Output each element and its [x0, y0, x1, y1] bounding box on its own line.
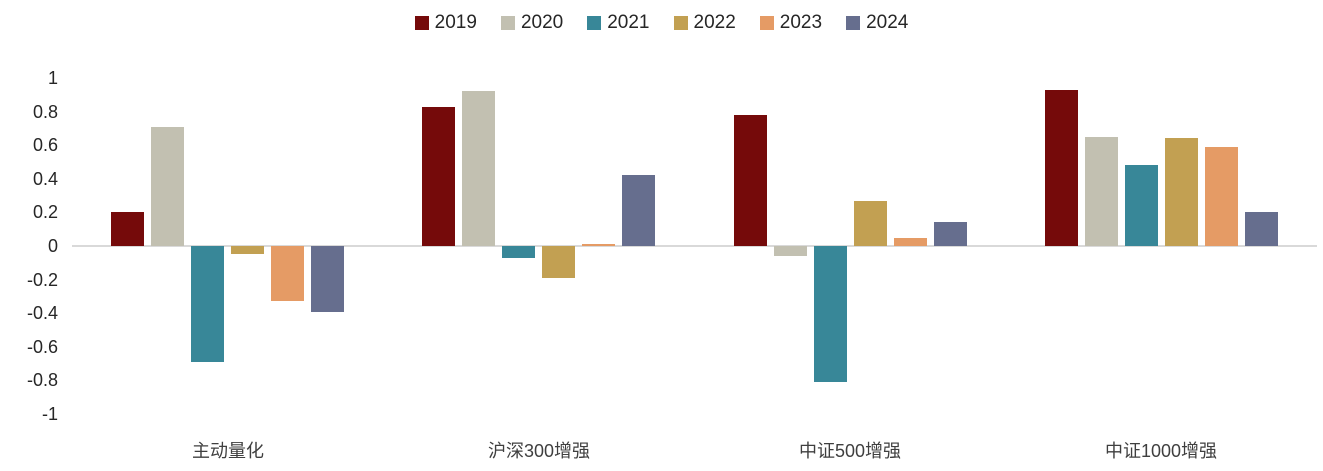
bar-2024-沪深300增强 — [622, 175, 655, 246]
x-category-label: 主动量化 — [192, 441, 264, 461]
bar-2023-沪深300增强 — [582, 244, 615, 246]
legend-label: 2021 — [607, 12, 650, 33]
legend-item-2023: 2023 — [759, 12, 823, 33]
bar-2024-主动量化 — [311, 246, 344, 312]
y-tick-label: 0.2 — [32, 202, 58, 223]
y-tick-label: 0.8 — [32, 101, 58, 122]
legend-item-2024: 2024 — [846, 13, 908, 33]
legend-swatch-icon — [759, 16, 774, 30]
bar-2021-中证1000增强 — [1125, 165, 1158, 246]
bar-2022-主动量化 — [231, 246, 264, 254]
bar-2023-中证500增强 — [894, 238, 927, 246]
bar-2019-主动量化 — [111, 212, 144, 246]
bar-2022-中证1000增强 — [1165, 138, 1198, 246]
x-category-label: 中证500增强 — [798, 441, 902, 461]
y-tick-label: 0 — [47, 236, 58, 256]
legend-item-2020: 2020 — [500, 12, 564, 33]
bar-2020-中证1000增强 — [1085, 137, 1118, 246]
legend-label: 2019 — [434, 12, 477, 33]
y-tick-label: -0.2 — [26, 269, 58, 290]
bar-2019-中证500增强 — [734, 115, 767, 246]
bar-2021-主动量化 — [191, 246, 224, 362]
y-tick-label: -0.4 — [26, 303, 58, 324]
bar-2019-中证1000增强 — [1045, 90, 1078, 246]
legend-label: 2024 — [866, 12, 909, 33]
bar-2020-沪深300增强 — [462, 91, 495, 246]
x-category-label: 沪深300增强 — [487, 441, 591, 461]
bar-2021-沪深300增强 — [502, 246, 535, 258]
bar-2019-沪深300增强 — [422, 107, 455, 246]
bar-2023-主动量化 — [271, 246, 304, 301]
bar-2024-中证500增强 — [934, 222, 967, 246]
legend-swatch-icon — [587, 16, 602, 30]
bar-2022-中证500增强 — [854, 201, 887, 246]
legend-item-2022: 2022 — [673, 12, 736, 33]
y-tick-label: -0.6 — [26, 336, 58, 357]
chart-legend: 2019 2020 2021 2022 2023 2024 — [0, 13, 1323, 33]
legend-swatch-icon — [500, 16, 515, 30]
x-category-label: 中证1000增强 — [1104, 441, 1218, 461]
bar-2022-沪深300增强 — [542, 246, 575, 278]
zero-axis-line — [72, 245, 1317, 247]
y-tick-label: 0.4 — [32, 168, 58, 189]
legend-swatch-icon — [846, 16, 861, 30]
y-tick-label: 1 — [47, 68, 58, 88]
legend-label: 2022 — [693, 12, 736, 33]
bar-2021-中证500增强 — [814, 246, 847, 382]
legend-label: 2020 — [520, 12, 564, 33]
y-tick-label: -1 — [41, 404, 58, 424]
legend-item-2021: 2021 — [587, 12, 650, 33]
bar-2020-主动量化 — [151, 127, 184, 246]
bar-2020-中证500增强 — [774, 246, 807, 256]
legend-swatch-icon — [673, 16, 688, 30]
legend-label: 2023 — [779, 12, 823, 33]
y-tick-label: 0.6 — [32, 135, 58, 156]
legend-swatch-icon — [414, 16, 429, 30]
bar-2024-中证1000增强 — [1245, 212, 1278, 246]
bar-2023-中证1000增强 — [1205, 147, 1238, 246]
legend-item-2019: 2019 — [414, 12, 477, 33]
y-tick-label: -0.8 — [26, 370, 58, 391]
